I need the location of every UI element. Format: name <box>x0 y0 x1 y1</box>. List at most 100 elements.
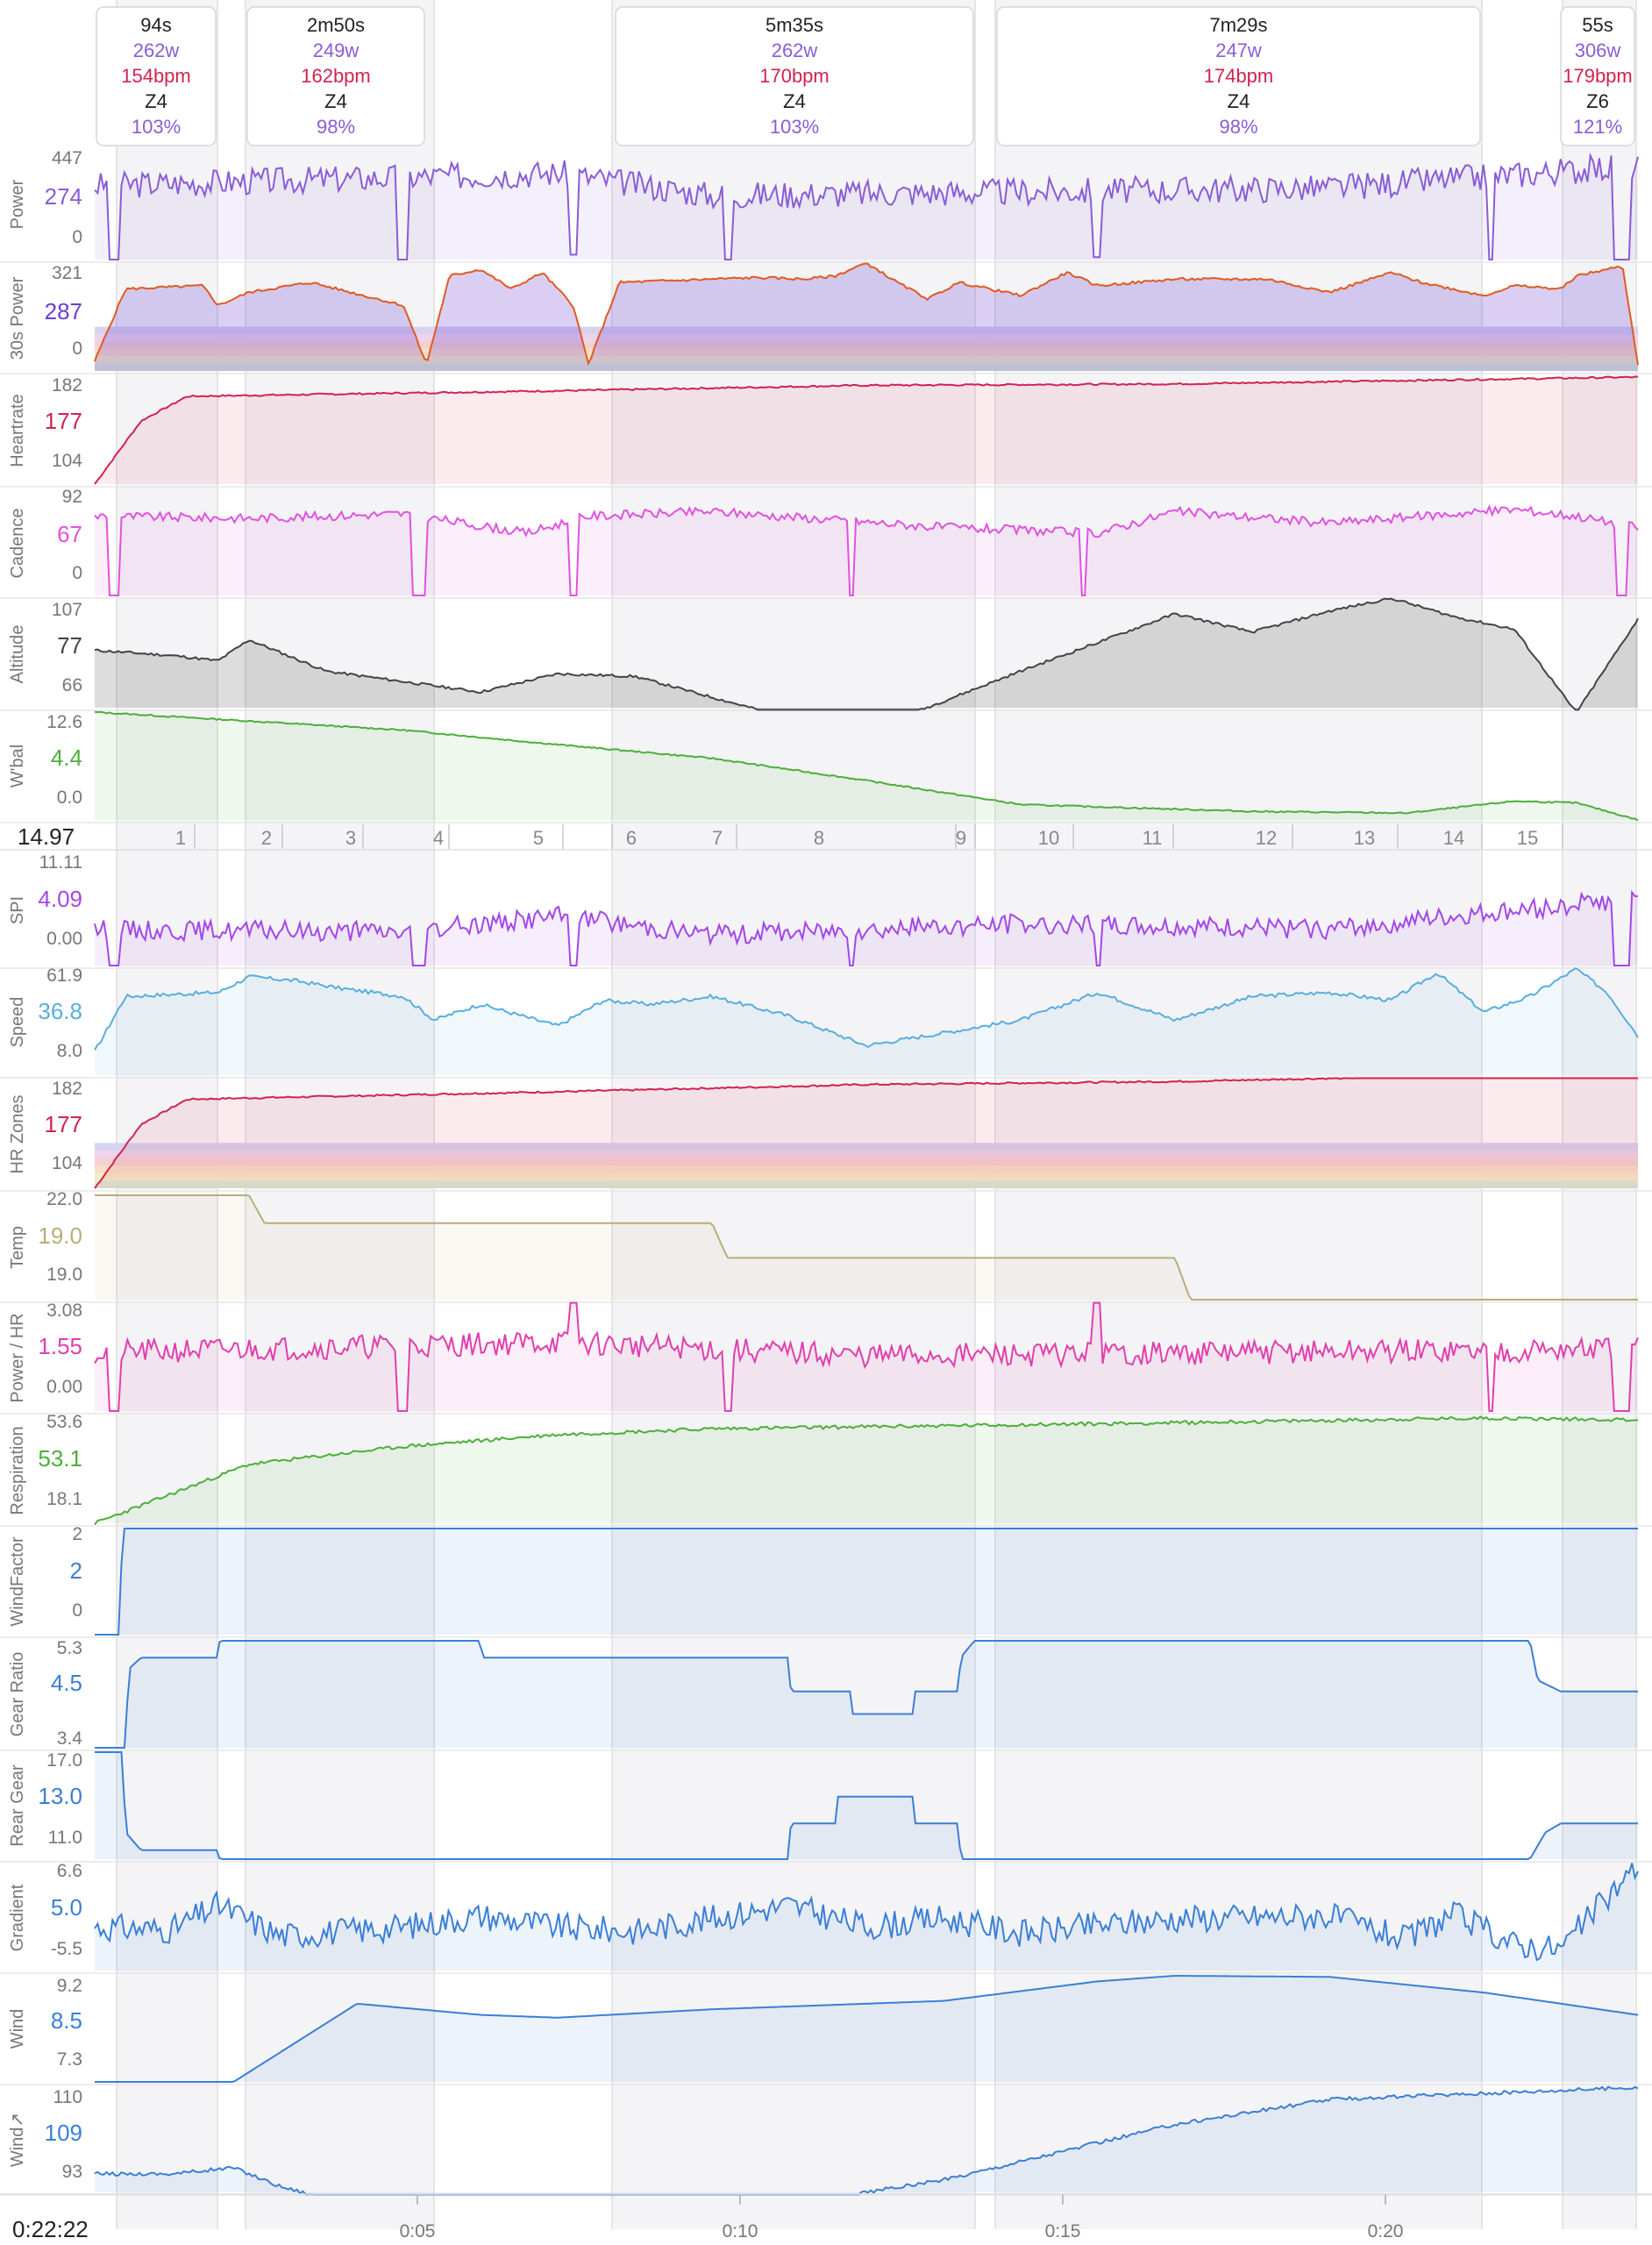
series-line <box>94 1301 1639 1412</box>
y-tick: -5.5 <box>51 1939 82 1959</box>
interval-cards: 94s 262w 154bpm Z4 103% 2m50s 249w 162bpm Z4 98% 5… <box>96 6 1635 146</box>
series-area <box>95 155 1638 260</box>
panel-title: W'bal <box>8 745 27 788</box>
zone-band <box>95 341 1638 349</box>
series-line <box>95 1640 1638 1749</box>
gridlines <box>0 261 1652 2196</box>
y-tick: 19.0 <box>38 1222 82 1249</box>
series-line <box>95 1194 1638 1301</box>
interval-duration: 5m35s <box>765 14 823 36</box>
panel-title: Heartrate <box>8 394 27 467</box>
series-line <box>94 710 1639 822</box>
interval-power: 262w <box>133 39 180 61</box>
interval-band <box>117 0 217 2229</box>
y-tick: 92 <box>62 487 82 507</box>
interval-pct: 98% <box>1219 116 1257 138</box>
zone-band <box>95 1172 1638 1181</box>
interval-duration: 7m29s <box>1209 14 1267 36</box>
interval-card <box>996 6 1481 146</box>
panel-7: Speed 61.9 36.8 8.0 <box>8 966 1639 1075</box>
panel-title: Speed <box>8 997 27 1048</box>
lap-label: 15 <box>1517 827 1538 849</box>
series-line <box>94 1863 1639 1962</box>
y-tick: 36.8 <box>38 998 82 1024</box>
interval-bands <box>116 0 1637 2229</box>
y-tick: 77 <box>57 632 82 659</box>
y-tick: 107 <box>52 600 82 620</box>
y-tick: 0 <box>72 1600 82 1621</box>
panel-title: HR Zones <box>8 1094 27 1173</box>
y-tick: 104 <box>52 1153 82 1173</box>
panel-title: Respiration <box>8 1426 27 1514</box>
y-tick: 11.11 <box>39 852 82 873</box>
panel-9: Temp 22.0 19.0 19.0 <box>8 1189 1638 1301</box>
panel-6: SPI 11.11 4.09 0.00 <box>8 852 1639 966</box>
series-line <box>94 889 1639 966</box>
interval-power: 262w <box>772 39 818 61</box>
y-tick: 447 <box>52 148 82 168</box>
y-tick: 0.0 <box>57 788 82 808</box>
panel-title: Gradient <box>8 1884 27 1951</box>
interval-zone: Z4 <box>324 90 347 112</box>
interval-zone: Z4 <box>1228 90 1250 112</box>
zone-band <box>95 326 1638 334</box>
panel-title: 30s Power <box>8 276 27 360</box>
panel-4: Altitude 107 77 66 <box>8 597 1639 711</box>
series-area <box>95 1752 1638 1859</box>
series-line <box>95 1975 1639 2083</box>
y-tick: 93 <box>62 2162 82 2182</box>
panel-title: Power / HR <box>8 1313 27 1402</box>
time-readout: 0:22:22 <box>12 2216 89 2242</box>
interval-zone: Z6 <box>1586 90 1609 112</box>
panel-title: Power <box>8 179 27 229</box>
interval-power: 306w <box>1575 39 1621 61</box>
y-tick: 6.6 <box>57 1861 82 1881</box>
interval-duration: 94s <box>140 14 171 36</box>
panel-title: SPI <box>8 896 27 924</box>
zone-band <box>95 348 1638 357</box>
y-tick: 5.3 <box>57 1638 82 1658</box>
zone-band <box>95 1143 1638 1151</box>
series-line <box>94 1415 1639 1526</box>
interval-hr: 179bpm <box>1563 65 1633 87</box>
lap-label: 4 <box>433 827 444 849</box>
lap-label: 11 <box>1143 827 1163 849</box>
y-tick: 182 <box>52 375 82 396</box>
lap-label: 3 <box>345 827 356 849</box>
series-area <box>95 1863 1638 1971</box>
panel-5: W'bal 12.6 4.4 0.0 <box>8 710 1639 822</box>
lap-label: 1 <box>175 827 186 849</box>
y-tick: 177 <box>45 408 82 434</box>
series-area <box>95 2086 1638 2195</box>
y-tick: 2 <box>70 1557 82 1584</box>
lap-label: 6 <box>626 827 637 849</box>
panel-16: Wind 9.2 8.5 7.3 <box>8 1975 1639 2083</box>
y-tick: 0 <box>72 339 82 359</box>
y-tick: 2 <box>72 1524 82 1544</box>
y-tick: 22.0 <box>46 1189 82 1209</box>
interval-band <box>246 0 434 2229</box>
lap-label: 14 <box>1443 827 1464 849</box>
x-tick: 0:10 <box>723 2221 758 2241</box>
y-tick: 321 <box>52 263 82 283</box>
zone-band <box>95 356 1638 364</box>
panel-14: Rear Gear 17.0 13.0 11.0 <box>8 1750 1638 1860</box>
lap-label: 8 <box>814 827 824 849</box>
y-tick: 9.2 <box>57 1976 82 1996</box>
lap-label: 5 <box>533 827 544 849</box>
y-tick: 0 <box>72 563 82 583</box>
y-tick: 18.1 <box>46 1489 82 1509</box>
panel-8: HR Zones 182 177 104 <box>8 1077 1638 1189</box>
series-area <box>95 263 1638 371</box>
interval-band <box>1563 0 1636 2229</box>
panel-title: Altitude <box>8 625 27 684</box>
series-area <box>95 1976 1638 2082</box>
panel-3: Cadence 92 67 0 <box>8 487 1639 596</box>
lap-label: 13 <box>1354 827 1375 849</box>
y-tick: 4.09 <box>38 886 82 912</box>
y-tick: 3.08 <box>46 1301 82 1321</box>
series-area <box>95 892 1638 966</box>
series-area <box>95 1078 1638 1188</box>
series-line <box>95 1751 1638 1860</box>
lap-label: 9 <box>956 827 966 849</box>
